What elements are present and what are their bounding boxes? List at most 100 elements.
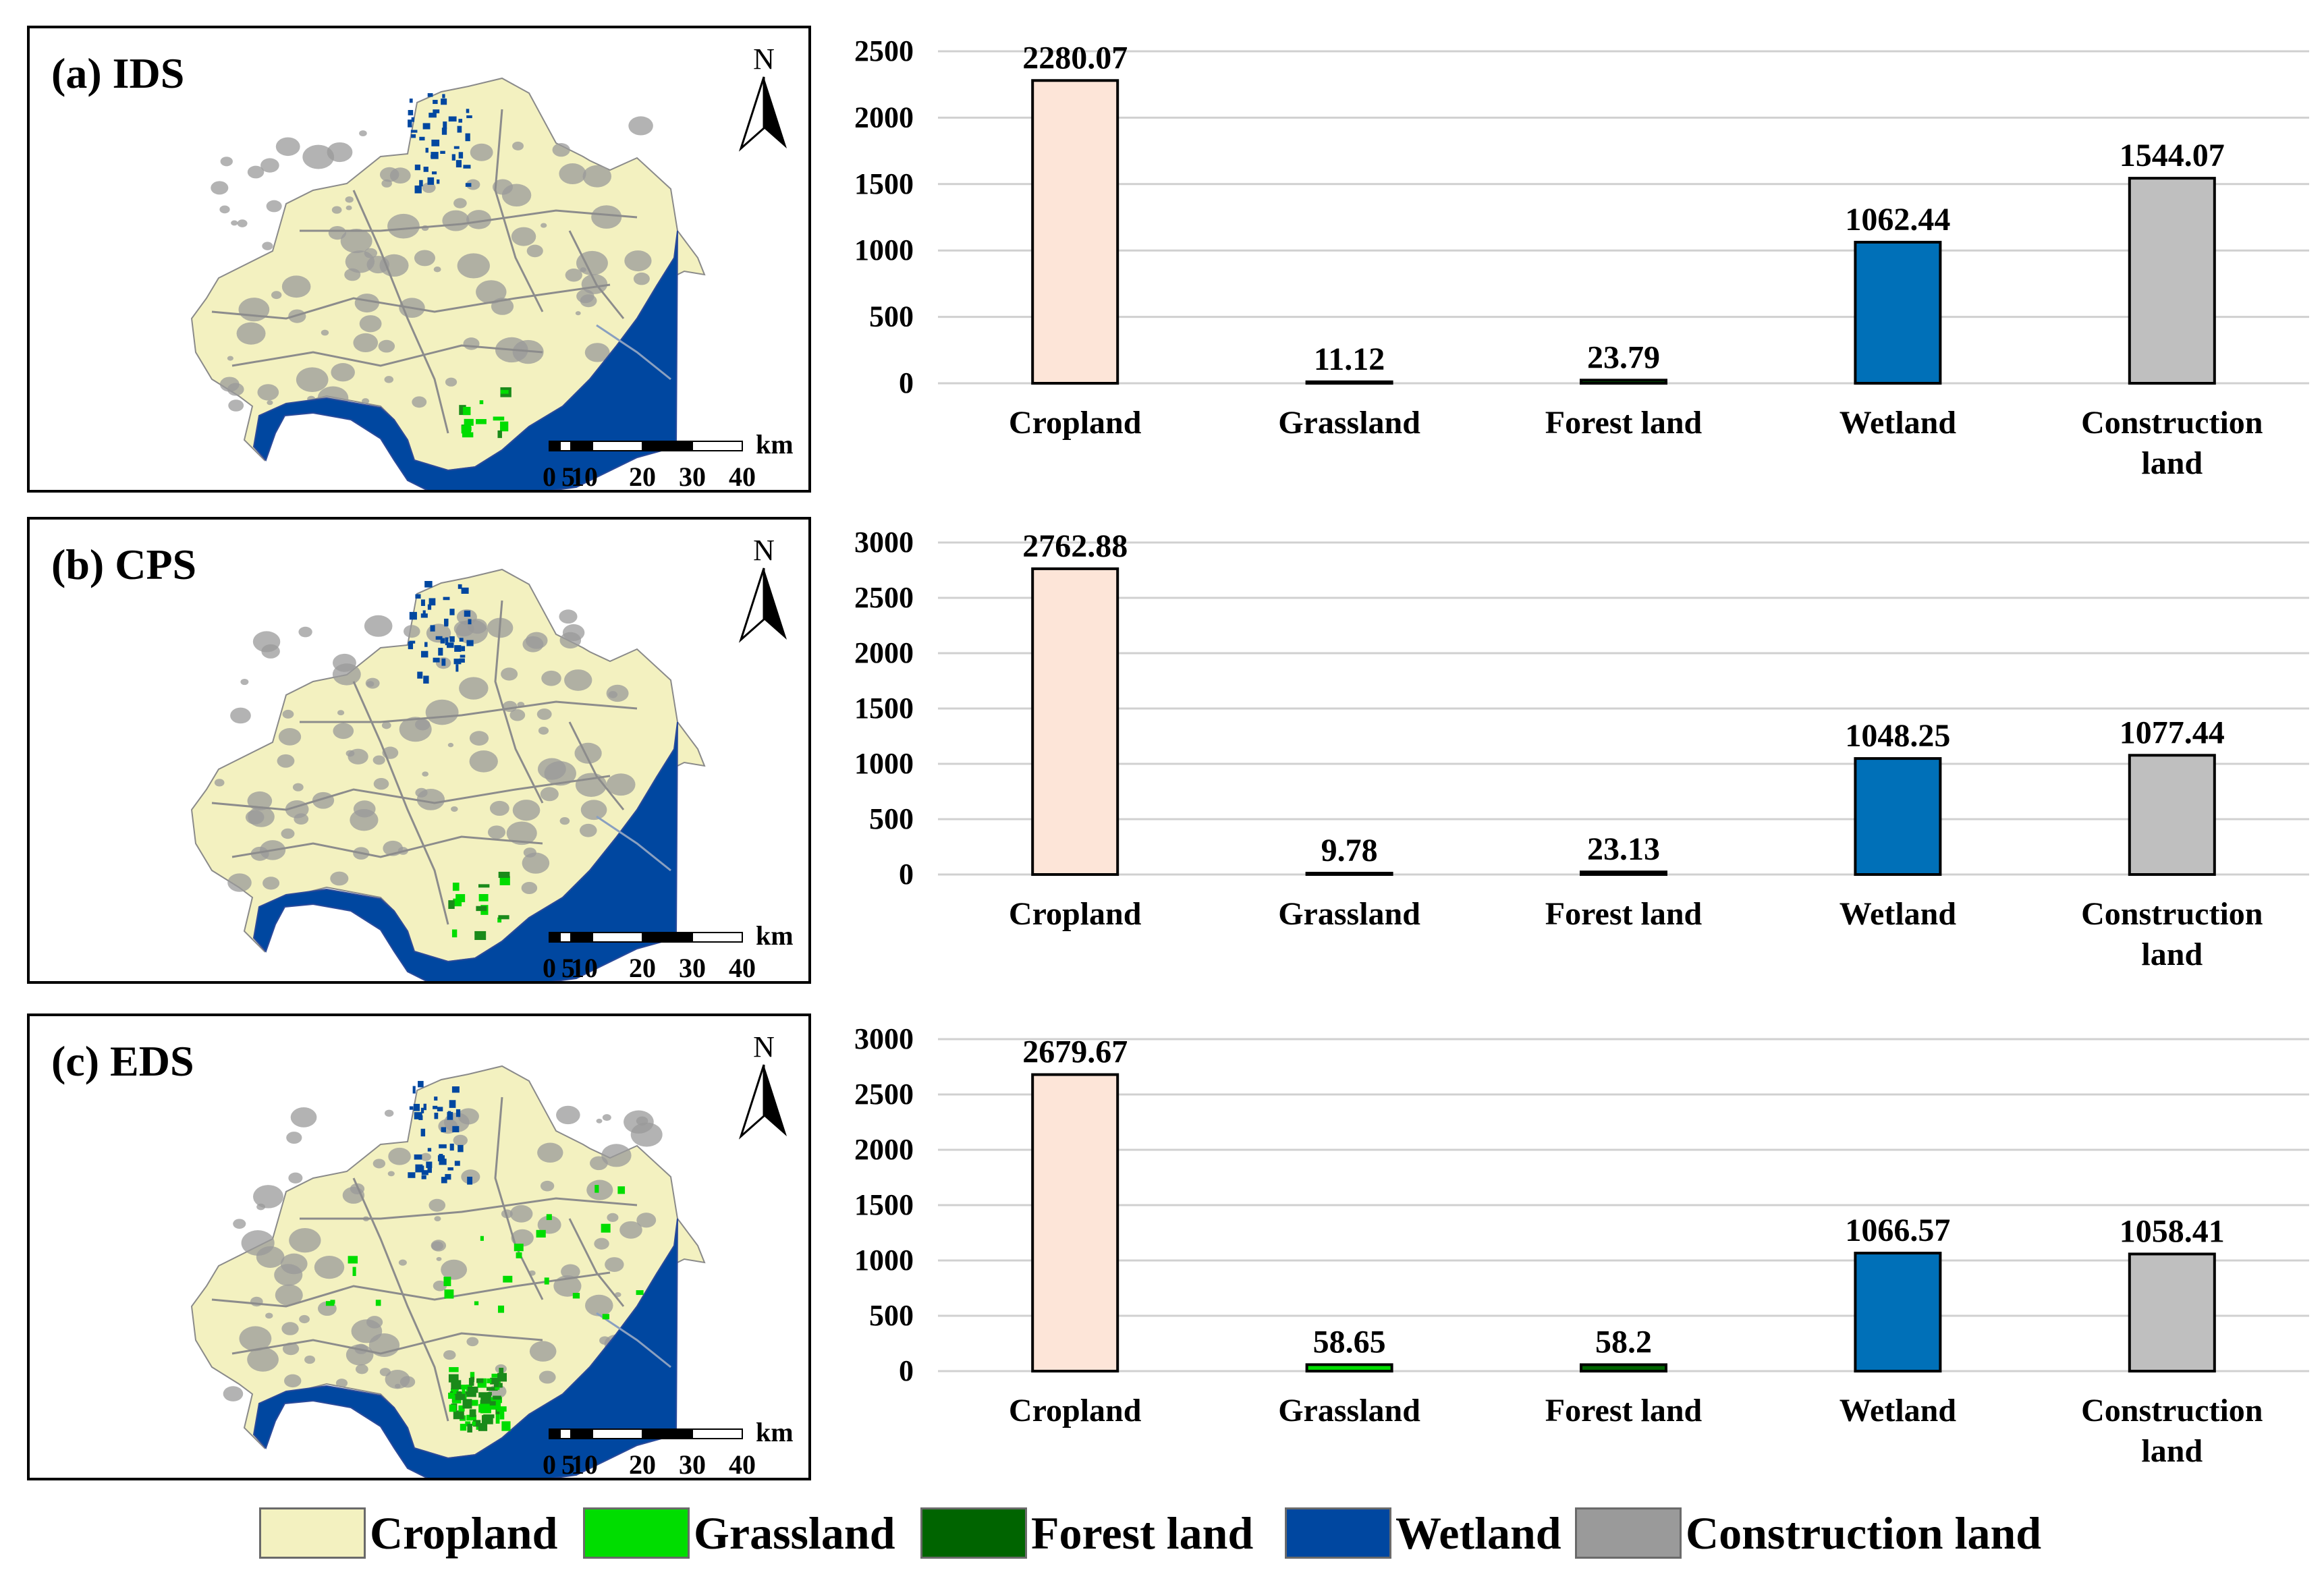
bar-chart-b: 0 500 1000 1500 2000 2500 3000 2762.88 Cropland 9… xyxy=(854,526,2309,972)
legend-item-wetland: Wetland xyxy=(1285,1506,1561,1560)
map-c: Nkm 0 510 20 30 40 xyxy=(190,1030,794,1480)
data-label: 1077.44 xyxy=(2120,715,2225,750)
vegetation-patches xyxy=(325,1185,644,1433)
scale-tick: 0 xyxy=(543,953,556,983)
legend-swatch-forest xyxy=(920,1507,1027,1559)
bar-chart-a: 0 500 1000 1500 2000 2500 2280.07 Cropland 11.12… xyxy=(854,34,2309,481)
legend-label-cropland: Cropland xyxy=(370,1507,558,1559)
x-tick-label: Construction xyxy=(2081,405,2263,441)
bar-0 xyxy=(1031,567,1119,877)
data-label: 2762.88 xyxy=(1022,528,1128,564)
data-label: 2280.07 xyxy=(1022,40,1128,76)
scale-tick: 10 xyxy=(571,1449,598,1480)
district-boundary xyxy=(300,209,638,232)
north-arrow-icon: N xyxy=(738,43,787,152)
north-arrow-icon: N xyxy=(738,534,787,643)
data-label: 1048.25 xyxy=(1845,718,1950,754)
scale-unit: km xyxy=(756,429,794,460)
scale-tick: 20 xyxy=(629,1449,656,1480)
x-tick-label: land xyxy=(2141,1433,2203,1469)
district-boundary xyxy=(211,1271,611,1308)
map-a: Nkm 0 510 20 30 40 xyxy=(190,43,794,492)
data-label: 23.13 xyxy=(1587,831,1660,867)
y-tick-label: 2000 xyxy=(854,101,914,134)
y-tick-label: 500 xyxy=(869,1299,914,1332)
y-tick-label: 2500 xyxy=(854,581,914,614)
data-label: 58.2 xyxy=(1595,1324,1652,1360)
x-tick-label: Cropland xyxy=(1009,896,1142,932)
legend-item-forest: Forest land xyxy=(920,1506,1253,1560)
scale-tick: 5 xyxy=(561,1449,575,1480)
district-boundary xyxy=(231,835,543,858)
x-tick-label: Forest land xyxy=(1545,896,1703,932)
vegetation-patches xyxy=(448,871,510,941)
scale-tick: 30 xyxy=(679,953,706,983)
x-tick-label: Wetland xyxy=(1839,1393,1957,1428)
x-tick-label: Cropland xyxy=(1009,1393,1142,1428)
y-tick-label: 1000 xyxy=(854,747,914,780)
district-boundary xyxy=(211,283,611,320)
scale-tick: 20 xyxy=(629,462,656,492)
bar-3 xyxy=(1854,1252,1942,1372)
legend-item-cropland: Cropland xyxy=(259,1506,557,1560)
x-tick-label: Grassland xyxy=(1278,405,1420,441)
bar-4 xyxy=(2128,1252,2216,1372)
scale-unit: km xyxy=(756,920,794,951)
y-tick-label: 1500 xyxy=(854,692,914,725)
north-label: N xyxy=(753,43,775,76)
data-label: 23.79 xyxy=(1587,339,1660,375)
lakes xyxy=(408,1080,473,1185)
scale-tick: 40 xyxy=(729,953,756,983)
y-tick-label: 500 xyxy=(869,300,914,333)
x-tick-label: Grassland xyxy=(1278,1393,1420,1428)
legend-swatch-cropland xyxy=(259,1507,366,1559)
north-arrow-icon: N xyxy=(738,1030,787,1140)
y-tick-label: 0 xyxy=(899,858,914,891)
data-label: 1066.57 xyxy=(1845,1213,1950,1248)
map-b: Nkm 0 510 20 30 40 xyxy=(190,534,794,983)
x-tick-label: Wetland xyxy=(1839,405,1957,441)
scale-bar: km 0 510 20 30 40 xyxy=(543,1417,794,1480)
bar-1 xyxy=(1305,872,1393,876)
y-tick-label: 3000 xyxy=(854,526,914,559)
y-tick-label: 1500 xyxy=(854,167,914,200)
legend-label-forest: Forest land xyxy=(1031,1507,1254,1559)
map-title-c: (c) EDS xyxy=(51,1037,194,1085)
district-boundary xyxy=(568,1218,625,1307)
district-boundary xyxy=(494,1096,544,1300)
data-label: 11.12 xyxy=(1314,341,1385,377)
y-tick-label: 0 xyxy=(899,1354,914,1387)
legend-item-grassland: Grassland xyxy=(583,1506,895,1560)
scale-tick: 40 xyxy=(729,1449,756,1480)
lakes xyxy=(408,93,472,194)
y-tick-label: 500 xyxy=(869,802,914,835)
bar-4 xyxy=(2128,177,2216,385)
y-tick-label: 1000 xyxy=(854,1244,914,1277)
data-label: 58.65 xyxy=(1313,1324,1386,1360)
bar-0 xyxy=(1031,1073,1119,1372)
data-label: 1062.44 xyxy=(1845,202,1950,238)
north-label: N xyxy=(753,534,775,567)
x-tick-label: land xyxy=(2141,445,2203,481)
scale-tick: 30 xyxy=(679,462,706,492)
scale-tick: 0 xyxy=(543,462,556,492)
scale-tick: 0 xyxy=(543,1449,556,1480)
y-tick-label: 1500 xyxy=(854,1188,914,1221)
x-tick-label: land xyxy=(2141,937,2203,972)
district-boundary xyxy=(300,700,638,723)
y-tick-label: 0 xyxy=(899,366,914,399)
legend-label-wetland: Wetland xyxy=(1395,1507,1561,1559)
scale-tick: 20 xyxy=(629,953,656,983)
vegetation-patches xyxy=(459,387,511,439)
scale-bar: km 0 510 20 30 40 xyxy=(543,429,794,492)
x-tick-label: Grassland xyxy=(1278,896,1420,932)
wetland-area xyxy=(252,721,678,981)
x-tick-label: Construction xyxy=(2081,1393,2263,1428)
data-label: 2679.67 xyxy=(1022,1034,1128,1070)
x-tick-label: Construction xyxy=(2081,896,2263,932)
scale-tick: 40 xyxy=(729,462,756,492)
data-label: 9.78 xyxy=(1321,833,1378,868)
y-tick-label: 3000 xyxy=(854,1022,914,1055)
